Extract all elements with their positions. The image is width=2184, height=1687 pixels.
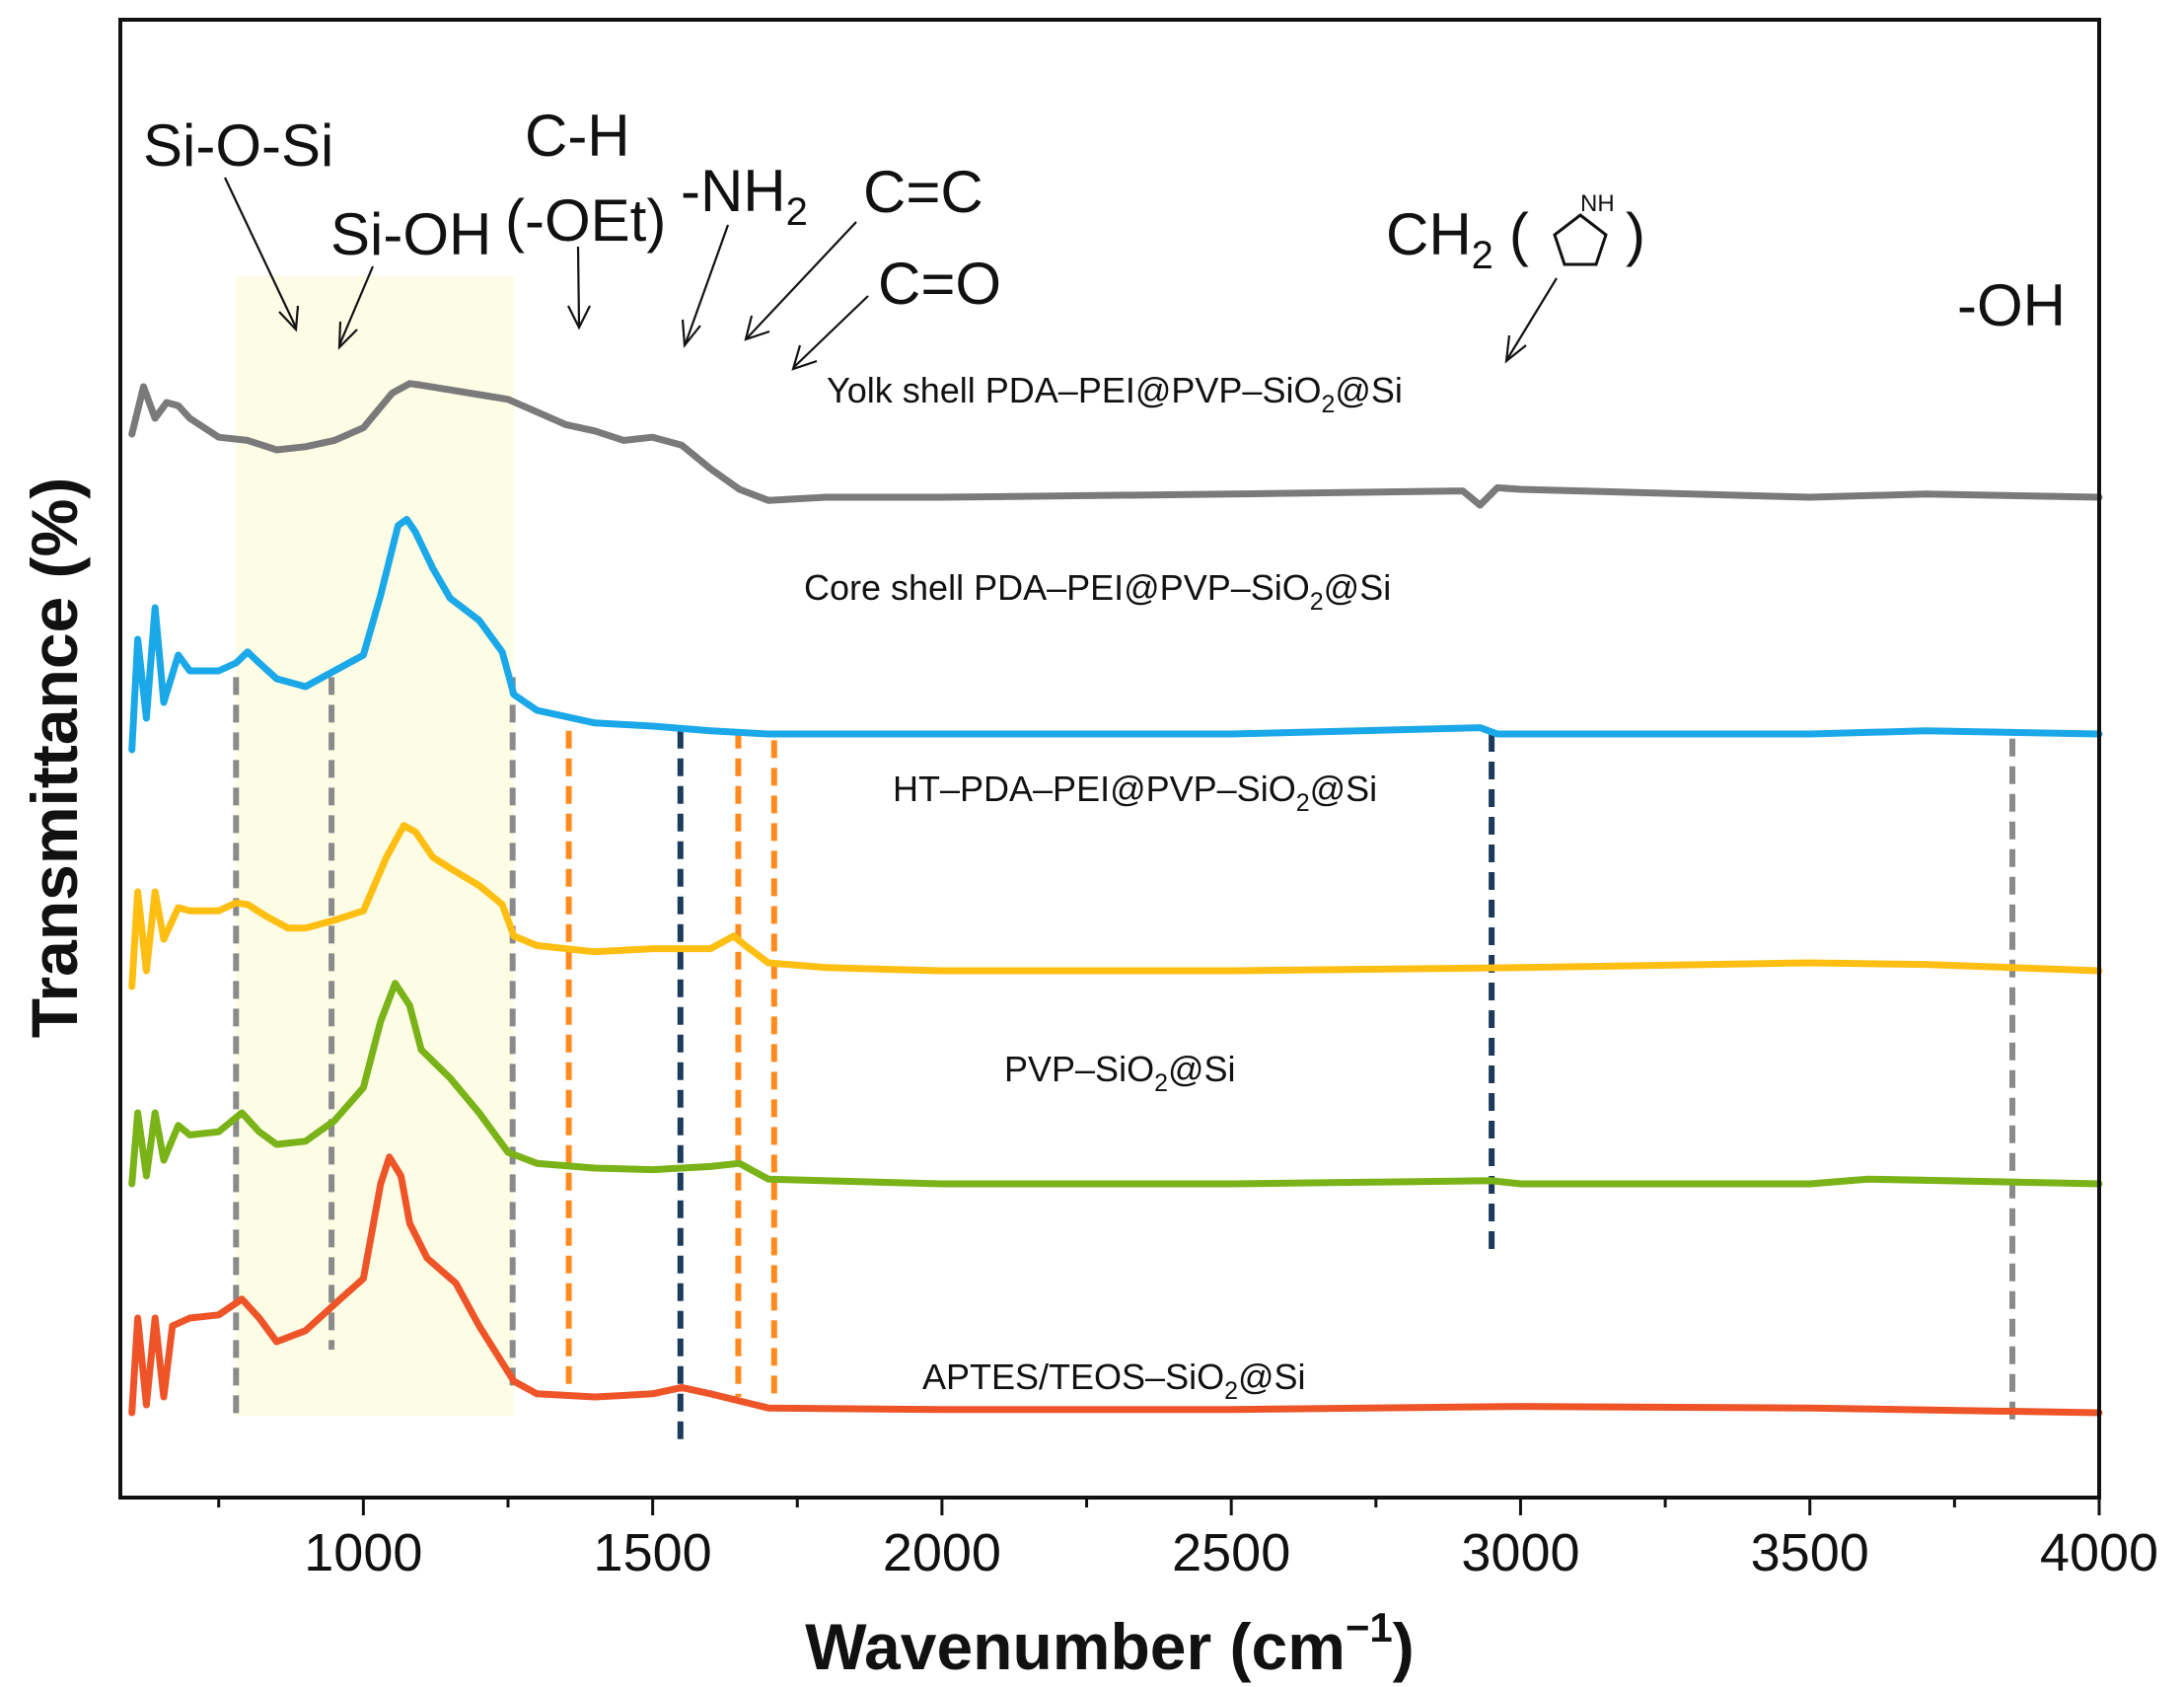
x-axis-title: Wavenumber (cm−1)	[805, 1604, 1415, 1683]
arrow-c-o-double	[791, 295, 869, 371]
arrow-nh2	[681, 224, 730, 348]
x-tick-label: 1500	[594, 1523, 712, 1582]
series-label-aptes-teos: APTES/TEOS–SiO2@Si	[922, 1357, 1306, 1405]
arrow-si-oh	[337, 265, 375, 350]
x-tick-label: 1000	[304, 1523, 422, 1582]
series-line-yolk	[128, 380, 2103, 509]
series-line-aptes	[128, 1153, 2103, 1417]
annotation-oh: -OH	[1957, 272, 2066, 338]
series-line-pvp	[128, 980, 2103, 1188]
series-label-pvp-sio2: PVP–SiO2@Si	[1004, 1049, 1236, 1097]
x-tick-label: 3000	[1461, 1523, 1579, 1582]
series-label-text: Yolk shell PDA–PEI@PVP–SiO	[827, 370, 1321, 410]
series-label-yolk-shell: Yolk shell PDA–PEI@PVP–SiO2@Si	[827, 370, 1403, 418]
arrow-ch2	[1504, 277, 1558, 364]
x-tick-label: 2500	[1172, 1523, 1290, 1582]
annotation-nh2: -NH2	[681, 158, 808, 234]
annotation-si-oh: Si-OH	[330, 201, 491, 267]
annotation-ch2: CH2(	[1386, 201, 1529, 277]
series-label-ht-pda-pei: HT–PDA–PEI@PVP–SiO2@Si	[893, 769, 1377, 817]
annotation-oet: (-OEt)	[505, 187, 666, 254]
annotation-ch2-close: )	[1626, 201, 1645, 267]
svg-text:NH: NH	[1580, 190, 1615, 217]
x-tick-label: 3500	[1751, 1523, 1869, 1582]
annotation-si-o-si: Si-O-Si	[143, 112, 333, 179]
series-label-core-shell: Core shell PDA–PEI@PVP–SiO2@Si	[804, 567, 1391, 616]
series-line-ht	[128, 822, 2103, 990]
arrow-si-o-si	[224, 177, 300, 332]
x-tick-label: 2000	[883, 1523, 1001, 1582]
plot-frame	[118, 18, 2101, 1500]
x-tick-label: 4000	[2040, 1523, 2158, 1582]
annotation-c-o-double: C=O	[878, 251, 1001, 317]
series-line-core	[128, 515, 2103, 754]
annotation-c-h: C-H	[525, 103, 630, 169]
y-axis-title: Transmittance (%)	[18, 477, 91, 1038]
arrow-c-h	[567, 246, 591, 330]
arrow-c-c-double	[744, 221, 857, 341]
annotation-c-c-double: C=C	[863, 159, 983, 225]
pyrrolidine-ring-icon: NH	[1553, 190, 1615, 266]
